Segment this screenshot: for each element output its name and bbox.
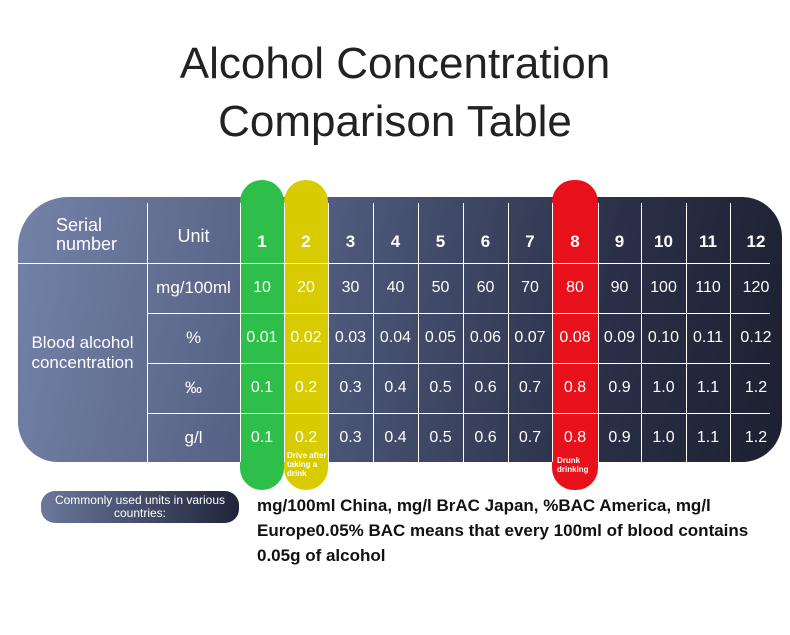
value-cell: 0.07 — [514, 329, 546, 346]
value-cell: 0.1 — [250, 379, 274, 396]
highlight-column — [284, 180, 328, 490]
value-cell: 70 — [521, 279, 539, 296]
serial-number: 3 — [345, 232, 356, 251]
value-cell: 0.05 — [424, 329, 457, 346]
column-divider — [552, 203, 553, 462]
value-cell: 100 — [650, 279, 677, 296]
column-divider — [418, 203, 419, 462]
column-divider — [284, 203, 285, 462]
value-cell: 0.9 — [608, 428, 631, 446]
value-cell: 0.8 — [563, 428, 587, 446]
value-cell: 0.02 — [290, 329, 322, 346]
column-divider — [641, 203, 642, 462]
value-cell: 0.08 — [559, 329, 591, 346]
value-cell: 50 — [431, 279, 450, 296]
common-units-badge: Commonly used units in various countries… — [41, 491, 239, 523]
value-cell: 0.12 — [740, 329, 772, 346]
value-cell: 0.03 — [334, 329, 367, 346]
column-divider — [328, 203, 329, 462]
value-cell: 0.4 — [384, 428, 407, 446]
column-divider — [598, 203, 599, 462]
title-line-1: Alcohol Concentration — [179, 39, 611, 88]
column-divider — [373, 203, 374, 462]
value-cell: 10 — [253, 279, 271, 296]
value-cell: 0.6 — [474, 379, 497, 396]
value-cell: 1.0 — [652, 379, 675, 396]
value-cell: 0.10 — [647, 329, 680, 346]
row-divider — [147, 413, 770, 414]
highlight-column — [240, 180, 284, 490]
value-cell: 0.8 — [563, 379, 587, 396]
column-divider — [147, 203, 148, 462]
common-units-label: Commonly used units in various countries… — [54, 493, 226, 520]
value-cell: 110 — [695, 279, 721, 296]
value-cell: 0.2 — [294, 428, 318, 446]
column-divider — [463, 203, 464, 462]
value-cell: 0.06 — [469, 329, 502, 346]
value-cell: 1.2 — [744, 428, 768, 446]
value-cell: 0.7 — [518, 428, 542, 446]
note-drunk-driving: Drunk drinking — [557, 456, 589, 474]
serial-number: 1 — [257, 232, 267, 251]
value-cell: 0.04 — [379, 329, 412, 346]
row-divider — [18, 263, 770, 264]
value-cell: 20 — [297, 279, 315, 296]
value-cell: 0.09 — [603, 329, 636, 346]
serial-number: 11 — [699, 232, 717, 251]
value-cell: 1.2 — [744, 379, 768, 396]
comparison-table-background — [18, 197, 782, 462]
value-cell: 0.6 — [474, 428, 497, 446]
group-label: Blood alcohol concentration — [31, 333, 134, 372]
value-cell: 0.01 — [246, 329, 278, 346]
note-drive-after-drink: Drive after taking a drink — [287, 451, 327, 478]
serial-number-header: Serial number — [56, 215, 118, 254]
value-cell: 1.0 — [652, 428, 675, 446]
value-cell: 0.3 — [339, 428, 362, 446]
column-divider — [240, 203, 241, 462]
unit-cell: ‰ — [185, 378, 202, 397]
value-cell: 0.5 — [429, 428, 452, 446]
serial-number: 5 — [435, 232, 446, 251]
serial-number: 2 — [301, 232, 311, 251]
unit-cell: g/l — [184, 427, 203, 447]
value-cell: 90 — [610, 279, 629, 296]
value-cell: 0.1 — [250, 428, 274, 446]
value-cell: 0.3 — [339, 379, 362, 396]
value-cell: 1.1 — [696, 379, 720, 396]
serial-number: 7 — [525, 232, 535, 251]
value-cell: 0.2 — [294, 379, 318, 396]
serial-number: 8 — [570, 232, 580, 251]
value-cell: 0.5 — [429, 379, 452, 396]
value-cell: 80 — [566, 279, 584, 296]
row-divider — [147, 313, 770, 314]
column-divider — [730, 203, 731, 462]
unit-cell: mg/100ml — [156, 278, 231, 297]
unit-cell: % — [185, 328, 202, 347]
value-cell: 40 — [386, 279, 405, 296]
row-divider — [147, 363, 770, 364]
value-cell: 1.1 — [696, 428, 720, 446]
serial-number: 6 — [480, 232, 491, 251]
serial-number: 10 — [654, 232, 673, 251]
serial-number: 12 — [746, 232, 766, 251]
value-cell: 30 — [341, 279, 360, 296]
serial-number: 4 — [390, 232, 401, 251]
value-cell: 0.7 — [518, 379, 542, 396]
serial-number: 9 — [614, 232, 625, 251]
value-cell: 120 — [742, 279, 770, 296]
value-cell: 0.4 — [384, 379, 407, 396]
value-cell: 0.9 — [608, 379, 631, 396]
unit-header: Unit — [177, 226, 210, 246]
column-divider — [686, 203, 687, 462]
value-cell: 60 — [476, 279, 495, 296]
column-divider — [508, 203, 509, 462]
value-cell: 0.11 — [693, 329, 723, 346]
units-description: mg/100ml China, mg/l BrAC Japan, %BAC Am… — [257, 496, 749, 565]
title-line-2: Comparison Table — [218, 97, 572, 146]
highlight-column — [552, 180, 598, 490]
